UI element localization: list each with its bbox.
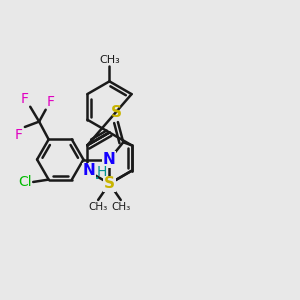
Text: F: F (47, 95, 55, 109)
Text: H: H (96, 165, 106, 179)
Text: Cl: Cl (18, 175, 32, 189)
Text: .: . (94, 164, 100, 183)
Text: CH₃: CH₃ (88, 202, 107, 212)
Text: F: F (20, 92, 28, 106)
Text: F: F (14, 128, 22, 142)
Text: S: S (104, 176, 115, 191)
Text: N: N (103, 152, 116, 167)
Text: CH₃: CH₃ (99, 55, 120, 65)
Text: S: S (111, 105, 122, 120)
Text: CH₃: CH₃ (112, 202, 131, 212)
Text: N: N (83, 163, 95, 178)
